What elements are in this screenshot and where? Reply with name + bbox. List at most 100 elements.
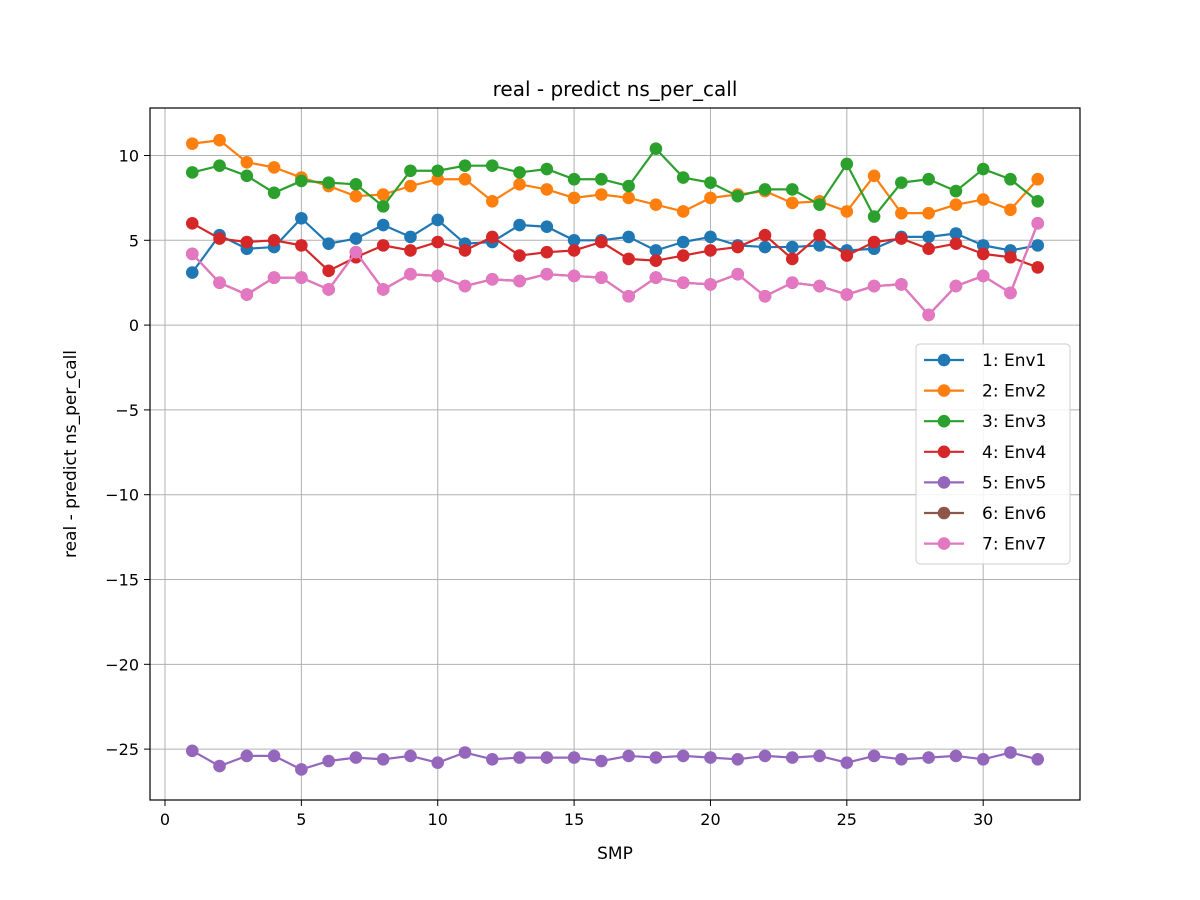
data-point xyxy=(949,198,963,211)
data-point xyxy=(676,249,690,262)
data-point xyxy=(649,271,663,284)
y-axis-ticks: −25 −20 −15 −10 −5 0 5 10 xyxy=(105,146,150,759)
data-point xyxy=(867,169,881,183)
y-tick-label: 10 xyxy=(119,146,139,165)
y-tick-label: −25 xyxy=(105,740,139,759)
data-point xyxy=(404,179,417,193)
data-point xyxy=(540,245,554,259)
data-point xyxy=(1031,239,1045,252)
chart-title: real - predict ns_per_call xyxy=(493,77,738,101)
data-point xyxy=(922,172,935,186)
data-point xyxy=(813,228,826,242)
series-4 xyxy=(185,217,1045,278)
data-point xyxy=(622,179,635,193)
legend-label: 3: Env3 xyxy=(982,412,1046,432)
data-point xyxy=(704,191,717,205)
data-point xyxy=(949,749,963,763)
data-point xyxy=(295,271,308,284)
data-point xyxy=(267,233,281,247)
x-axis-label: SMP xyxy=(597,844,633,864)
y-tick-label: 5 xyxy=(129,231,139,250)
data-point xyxy=(922,308,935,322)
data-point xyxy=(840,205,854,218)
data-point xyxy=(458,244,472,257)
data-point xyxy=(704,176,717,189)
x-tick-label: 30 xyxy=(973,810,993,829)
legend-entry: 2: Env2 xyxy=(924,382,1046,402)
legend-label: 7: Env7 xyxy=(982,535,1046,555)
y-tick-label: −5 xyxy=(115,401,139,420)
data-point xyxy=(1031,194,1045,208)
data-point xyxy=(1004,250,1017,264)
data-point xyxy=(267,161,281,174)
data-point xyxy=(240,155,254,169)
data-point xyxy=(267,271,281,284)
data-point xyxy=(1031,217,1045,230)
data-point xyxy=(513,274,526,288)
data-point xyxy=(731,189,745,203)
data-point xyxy=(349,178,363,191)
legend-marker xyxy=(937,384,951,397)
data-point xyxy=(622,230,635,244)
data-point xyxy=(322,176,335,189)
data-point xyxy=(267,749,281,763)
series-group xyxy=(185,133,1045,776)
data-point xyxy=(676,171,690,184)
data-point xyxy=(322,264,335,278)
data-point xyxy=(704,230,717,244)
data-point xyxy=(785,240,799,254)
legend-entry: 5: Env5 xyxy=(924,473,1046,493)
data-point xyxy=(431,269,445,283)
data-point xyxy=(404,164,417,178)
data-point xyxy=(485,159,499,172)
legend-marker xyxy=(937,537,951,550)
data-point xyxy=(649,254,663,267)
x-tick-label: 15 xyxy=(564,810,584,829)
y-tick-label: 0 xyxy=(129,316,139,335)
legend: 1: Env1 2: Env2 3: Env3 4: Env4 5: Env5 6: En… xyxy=(915,343,1071,565)
data-point xyxy=(213,759,226,773)
data-point xyxy=(867,749,881,763)
data-point xyxy=(867,235,881,249)
data-point xyxy=(240,749,254,763)
data-point xyxy=(322,283,335,296)
data-point xyxy=(485,194,499,208)
legend-box xyxy=(915,343,1071,565)
plot-frame xyxy=(149,107,1081,801)
data-point xyxy=(922,230,935,244)
data-point xyxy=(758,289,772,303)
data-point xyxy=(567,751,581,764)
data-point xyxy=(185,247,199,261)
data-point xyxy=(785,196,799,210)
data-point xyxy=(813,279,826,293)
data-point xyxy=(840,756,854,769)
x-tick-label: 5 xyxy=(296,810,306,829)
data-point xyxy=(976,162,990,176)
data-point xyxy=(895,176,908,189)
data-point xyxy=(567,172,581,186)
x-axis-ticks: 0 5 10 15 20 25 30 xyxy=(160,800,993,829)
data-point xyxy=(404,749,417,763)
data-point xyxy=(349,189,363,203)
data-point xyxy=(1031,261,1045,274)
data-point xyxy=(595,271,608,284)
legend-marker xyxy=(937,445,951,459)
legend-label: 2: Env2 xyxy=(982,382,1046,402)
data-point xyxy=(376,752,390,766)
data-point xyxy=(485,230,499,244)
series-3 xyxy=(185,142,1045,223)
data-point xyxy=(540,183,554,196)
legend-entry: 7: Env7 xyxy=(924,535,1046,555)
data-point xyxy=(431,164,445,178)
data-point xyxy=(731,240,745,254)
data-point xyxy=(295,763,308,776)
y-axis-label: real - predict ns_per_call xyxy=(61,350,81,558)
data-point xyxy=(895,278,908,291)
data-point xyxy=(895,206,908,220)
data-point xyxy=(676,235,690,249)
data-point xyxy=(949,279,963,293)
data-point xyxy=(704,278,717,291)
data-point xyxy=(185,137,199,150)
legend-entry: 1: Env1 xyxy=(924,351,1046,371)
